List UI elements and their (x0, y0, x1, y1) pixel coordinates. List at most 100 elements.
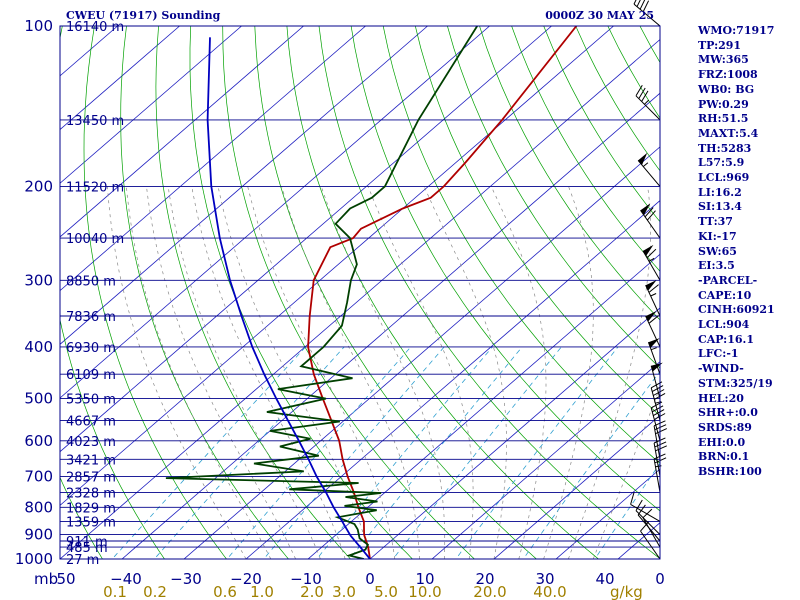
wind-barb (635, 84, 661, 121)
chart-title: CWEU (71917) Sounding (66, 9, 221, 22)
barb-half (648, 257, 655, 262)
barb-staff (653, 442, 661, 477)
barb-full (635, 84, 643, 97)
pressure-tick-label: 300 (24, 271, 53, 289)
moist-adiabat (543, 186, 594, 559)
index-item: LFC:-1 (698, 347, 739, 361)
height-label: 1359 m (66, 515, 116, 530)
mixing-ratio-line (594, 462, 660, 559)
index-item: TP:291 (698, 38, 742, 52)
barb-full (644, 207, 654, 218)
temperature-line (307, 26, 578, 559)
wind-barb (630, 492, 661, 522)
index-item: WMO:71917 (698, 24, 775, 37)
height-label: 3421 m (66, 453, 116, 468)
barb-staff (650, 387, 661, 421)
wind-barb-column (630, 0, 668, 560)
isotherm-lines (60, 26, 660, 559)
mixing-ratio-tick-label: 1.0 (250, 583, 274, 600)
height-label: 6930 m (66, 341, 116, 356)
barb-full (639, 0, 646, 10)
index-item: CAPE:10 (698, 288, 752, 302)
index-item: EI:3.5 (698, 259, 735, 273)
isotherm (369, 307, 660, 559)
index-item: LCL:904 (698, 318, 750, 332)
barb-flag (645, 280, 657, 291)
stability-indices-panel: WMO:71917 TP:291 MW:365 FRZ:1008 WB0: BG PW:0… (698, 24, 798, 480)
barb-half (642, 162, 649, 167)
temperature-tick-label: −40 (110, 570, 142, 588)
barb-full (633, 0, 637, 5)
isotherm (431, 361, 660, 559)
barb-half (650, 293, 657, 297)
isotherm (60, 26, 242, 184)
wind-barb (640, 521, 661, 560)
isotherm (60, 26, 180, 131)
moist-adiabat (167, 186, 321, 559)
index-item: HEL:20 (698, 391, 744, 405)
height-label: 485 m (66, 541, 108, 556)
barb-staff (630, 503, 661, 522)
barb-half (644, 99, 650, 105)
barb-staff (653, 425, 661, 460)
wind-barb (645, 280, 661, 317)
moist-adiabat (217, 186, 371, 559)
index-item: KI:-17 (698, 229, 737, 243)
barb-full (638, 87, 646, 99)
dry-adiabat (254, 26, 537, 559)
index-item: CAP:16.1 (698, 332, 755, 346)
isotherm (60, 26, 366, 292)
barb-full (635, 499, 643, 511)
index-item: -PARCEL- (698, 273, 758, 287)
height-label: 10040 m (66, 232, 124, 247)
barb-full (642, 508, 653, 519)
height-label: 5350 m (66, 393, 116, 408)
index-item: SI:13.4 (698, 200, 742, 214)
index-item: -WIND- (698, 362, 744, 376)
mixing-ratio-tick-label: 0.6 (213, 583, 237, 600)
pressure-tick-label: 400 (24, 338, 53, 356)
moist-adiabat (107, 186, 247, 559)
barb-staff (637, 160, 661, 187)
index-item: PW:0.29 (698, 97, 749, 111)
barb-full (647, 210, 656, 221)
height-label: 27 m (66, 553, 99, 568)
wind-barb (642, 244, 661, 281)
index-item: LCL:969 (698, 171, 750, 185)
index-item: TH:5283 (698, 141, 752, 155)
mixing-ratio-line (153, 346, 345, 559)
temperature-tick-label: 0 (655, 570, 665, 588)
height-label: 7836 m (66, 310, 116, 325)
index-item: SW:65 (698, 244, 737, 258)
mixing-ratio-tick-label: 20.0 (473, 583, 506, 600)
mixing-ratio-tick-label: 5.0 (374, 583, 398, 600)
barb-flag (638, 152, 648, 165)
height-label: 4667 m (66, 415, 116, 430)
isobar-lines (60, 25, 660, 560)
height-label: 13450 m (66, 114, 124, 129)
barb-staff (635, 510, 661, 535)
barb-staff (645, 315, 661, 348)
isotherm (60, 26, 304, 238)
moist-adiabat (490, 186, 547, 559)
wind-barb (637, 152, 661, 187)
wind-barb (642, 508, 661, 548)
dry-adiabat (318, 26, 660, 559)
index-item: BRN:0.1 (698, 450, 750, 464)
pressure-tick-label: 500 (24, 390, 53, 408)
isotherm (60, 26, 490, 399)
barb-staff (650, 407, 661, 441)
index-item: MAXT:5.4 (698, 126, 759, 140)
mixing-ratio-tick-label: 2.0 (300, 583, 324, 600)
wind-barb (633, 0, 661, 27)
barb-full (648, 284, 659, 293)
height-label: 11520 m (66, 180, 124, 195)
isotherm (121, 92, 660, 559)
barb-full (646, 248, 657, 259)
temperature-tick-label: −30 (170, 570, 202, 588)
mixing-ratio-line (522, 370, 660, 559)
index-item: STM:325/19 (698, 376, 773, 390)
plot-frame (59, 25, 661, 560)
parcel-line (206, 37, 371, 559)
